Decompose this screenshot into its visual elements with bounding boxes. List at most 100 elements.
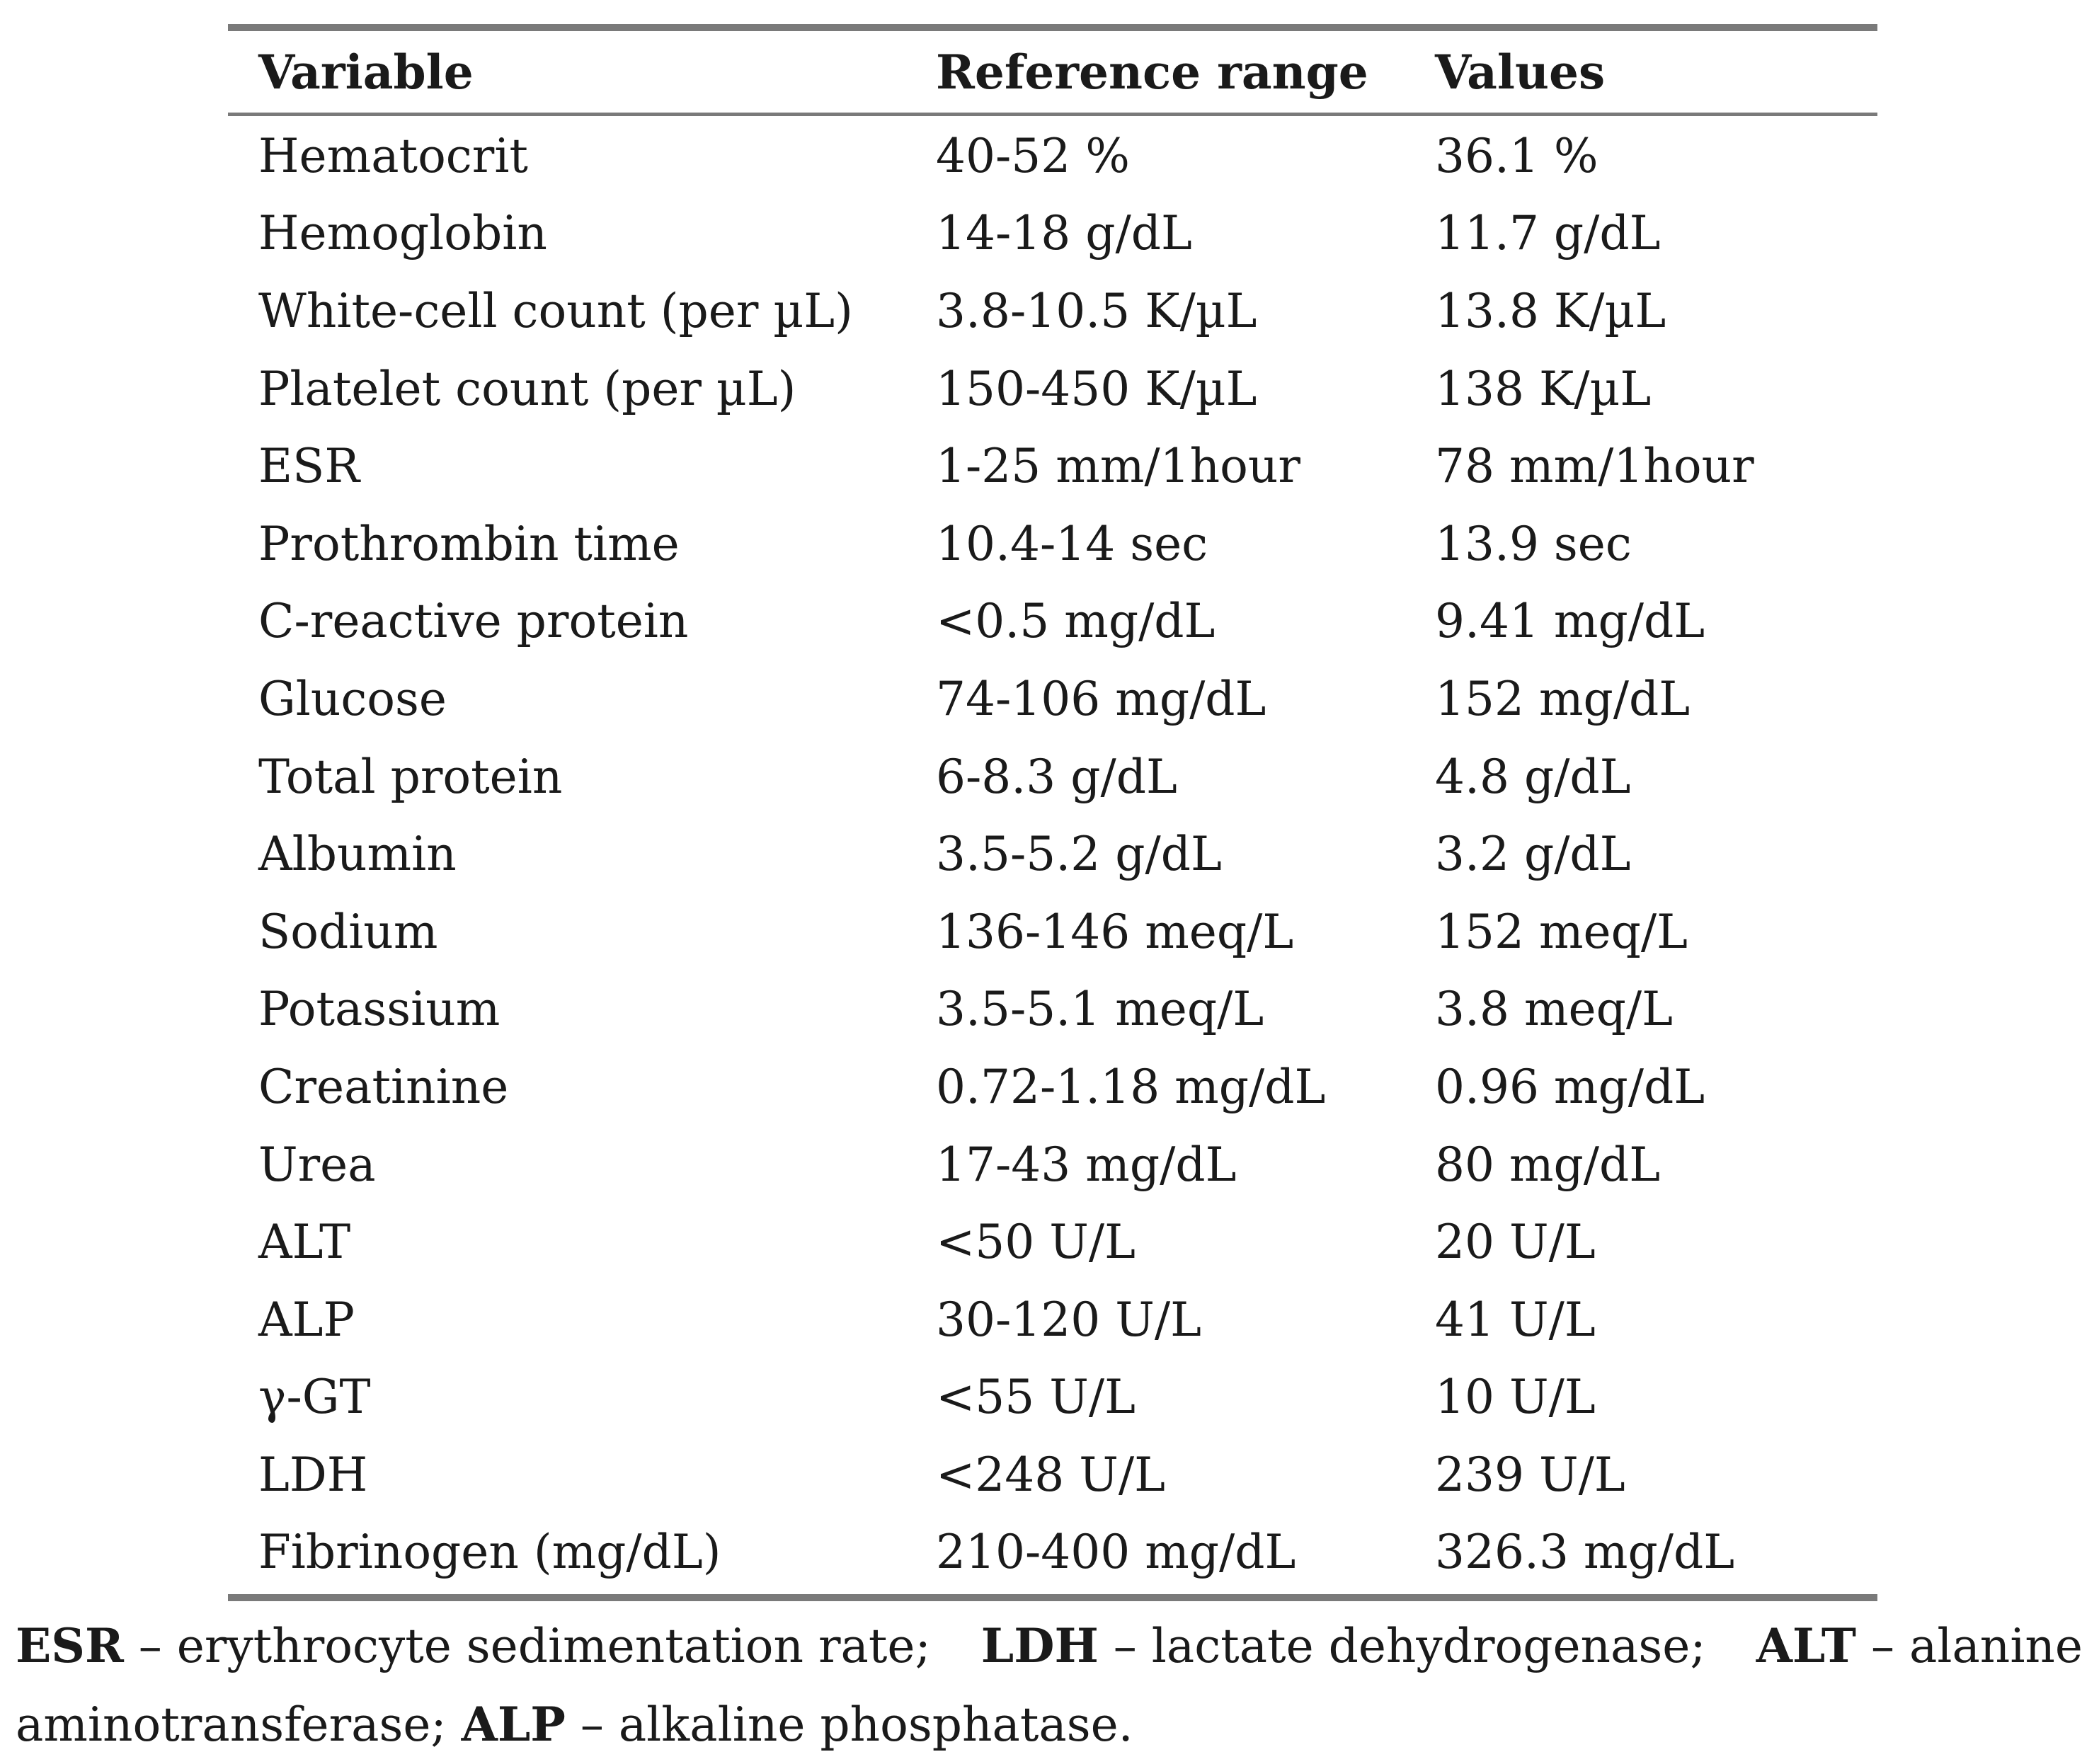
lab-results-table: Variable Reference range Values Hematocr… — [228, 24, 1877, 1602]
cell-reference-range: 1-25 mm/1hour — [936, 439, 1300, 494]
cell-value: 36.1 % — [1435, 128, 1598, 183]
cell-variable: Prothrombin time — [258, 516, 680, 571]
cell-value: 3.2 g/dL — [1435, 827, 1631, 882]
cell-reference-range: <50 U/L — [936, 1215, 1136, 1270]
cell-reference-range: <55 U/L — [936, 1370, 1136, 1425]
cell-variable: Creatinine — [258, 1059, 509, 1114]
footnote-definition: – alanine — [1856, 1619, 2083, 1673]
cell-value: 13.8 K/µL — [1435, 283, 1666, 338]
header-values: Values — [1435, 44, 1606, 100]
table-row: Glucose 74-106 mg/dL 152 mg/dL — [228, 660, 1877, 738]
table-row: Fibrinogen (mg/dL) 210-400 mg/dL 326.3 m… — [228, 1514, 1877, 1592]
cell-variable: Albumin — [258, 827, 457, 882]
footnote-line-2: aminotransferase; ALP – alkaline phospha… — [16, 1685, 2083, 1764]
table-header-row: Variable Reference range Values — [228, 31, 1877, 113]
table-row: White-cell count (per µL) 3.8-10.5 K/µL … — [228, 273, 1877, 350]
cell-value: 152 meq/L — [1435, 904, 1688, 959]
table-row: ALP 30-120 U/L 41 U/L — [228, 1281, 1877, 1359]
footnote-item-esr: ESR – erythrocyte sedimentation rate; — [16, 1607, 931, 1685]
table-row: LDH <248 U/L 239 U/L — [228, 1436, 1877, 1514]
table-row: C-reactive protein <0.5 mg/dL 9.41 mg/dL — [228, 583, 1877, 661]
table-footnote: ESR – erythrocyte sedimentation rate; LD… — [16, 1607, 2083, 1764]
table-top-rule — [228, 24, 1877, 31]
table-body: Hematocrit 40-52 % 36.1 % Hemoglobin 14-… — [228, 116, 1877, 1594]
cell-reference-range: 0.72-1.18 mg/dL — [936, 1059, 1326, 1114]
cell-value: 13.9 sec — [1435, 516, 1632, 571]
footnote-definition: – erythrocyte sedimentation rate; — [123, 1619, 931, 1673]
footnote-item-ldh: LDH – lactate dehydrogenase; — [981, 1607, 1706, 1685]
cell-variable: Urea — [258, 1137, 376, 1192]
cell-variable: Glucose — [258, 671, 447, 726]
cell-value: 138 K/µL — [1435, 361, 1652, 416]
header-variable: Variable — [258, 44, 474, 100]
table-row: ALT <50 U/L 20 U/L — [228, 1203, 1877, 1281]
cell-reference-range: 3.8-10.5 K/µL — [936, 283, 1257, 338]
table-row: ESR 1-25 mm/1hour 78 mm/1hour — [228, 428, 1877, 505]
table-row: Prothrombin time 10.4-14 sec 13.9 sec — [228, 505, 1877, 583]
table-header-rule — [228, 113, 1877, 116]
cell-variable: Potassium — [258, 982, 501, 1037]
header-reference-range: Reference range — [936, 44, 1368, 100]
table-row: Platelet count (per µL) 150-450 K/µL 138… — [228, 350, 1877, 428]
cell-value: 152 mg/dL — [1435, 671, 1691, 726]
cell-reference-range: 3.5-5.1 meq/L — [936, 982, 1264, 1037]
cell-variable: ESR — [258, 439, 360, 494]
cell-variable: Hemoglobin — [258, 206, 547, 261]
cell-reference-range: 3.5-5.2 g/dL — [936, 827, 1222, 882]
table-row: Total protein 6-8.3 g/dL 4.8 g/dL — [228, 738, 1877, 816]
table-bottom-rule — [228, 1594, 1877, 1602]
table-row: Urea 17-43 mg/dL 80 mg/dL — [228, 1126, 1877, 1204]
cell-variable: Total protein — [258, 749, 563, 804]
cell-value: 11.7 g/dL — [1435, 206, 1661, 261]
cell-reference-range: 30-120 U/L — [936, 1292, 1201, 1347]
cell-reference-range: 74-106 mg/dL — [936, 671, 1266, 726]
footnote-abbr: ALT — [1756, 1618, 1857, 1673]
cell-value: 326.3 mg/dL — [1435, 1525, 1735, 1580]
cell-reference-range: 17-43 mg/dL — [936, 1137, 1237, 1192]
cell-variable: Platelet count (per µL) — [258, 361, 796, 416]
footnote-line-1: ESR – erythrocyte sedimentation rate; LD… — [16, 1607, 2083, 1685]
table-row: Hemoglobin 14-18 g/dL 11.7 g/dL — [228, 195, 1877, 273]
cell-value: 0.96 mg/dL — [1435, 1059, 1705, 1114]
cell-value: 9.41 mg/dL — [1435, 594, 1705, 649]
table-row: Sodium 136-146 meq/L 152 meq/L — [228, 893, 1877, 971]
footnote-item-alt: ALT – alanine — [1756, 1607, 2083, 1685]
cell-variable: ALT — [258, 1215, 351, 1270]
table-row: Hematocrit 40-52 % 36.1 % — [228, 118, 1877, 195]
cell-variable: LDH — [258, 1447, 368, 1502]
cell-reference-range: <0.5 mg/dL — [936, 594, 1216, 649]
footnote-definition: – alkaline phosphatase. — [565, 1697, 1133, 1752]
cell-value: 239 U/L — [1435, 1447, 1625, 1502]
table-row: Potassium 3.5-5.1 meq/L 3.8 meq/L — [228, 971, 1877, 1049]
cell-variable: C-reactive protein — [258, 594, 689, 649]
cell-value: 78 mm/1hour — [1435, 439, 1754, 494]
cell-variable: White-cell count (per µL) — [258, 283, 853, 338]
table-row: γ-GT <55 U/L 10 U/L — [228, 1359, 1877, 1437]
cell-value: 41 U/L — [1435, 1292, 1596, 1347]
cell-variable: Fibrinogen (mg/dL) — [258, 1525, 721, 1580]
table-row: Albumin 3.5-5.2 g/dL 3.2 g/dL — [228, 815, 1877, 893]
cell-reference-range: 40-52 % — [936, 128, 1130, 183]
cell-variable: Sodium — [258, 904, 438, 959]
cell-reference-range: <248 U/L — [936, 1447, 1165, 1502]
cell-variable: Hematocrit — [258, 128, 528, 183]
table-row: Creatinine 0.72-1.18 mg/dL 0.96 mg/dL — [228, 1048, 1877, 1126]
footnote-abbr: ESR — [16, 1618, 124, 1673]
cell-reference-range: 210-400 mg/dL — [936, 1525, 1296, 1580]
footnote-abbr: LDH — [980, 1618, 1099, 1673]
cell-reference-range: 150-450 K/µL — [936, 361, 1257, 416]
cell-value: 80 mg/dL — [1435, 1137, 1661, 1192]
cell-value: 4.8 g/dL — [1435, 749, 1631, 804]
cell-value: 20 U/L — [1435, 1215, 1596, 1270]
cell-value: 10 U/L — [1435, 1370, 1596, 1425]
footnote-abbr: ALP — [461, 1697, 566, 1752]
cell-variable: γ-GT — [258, 1370, 371, 1425]
cell-reference-range: 10.4-14 sec — [936, 516, 1208, 571]
cell-variable: ALP — [258, 1292, 355, 1347]
footnote-continuation: aminotransferase; — [16, 1697, 462, 1752]
cell-value: 3.8 meq/L — [1435, 982, 1673, 1037]
footnote-definition: – lactate dehydrogenase; — [1098, 1619, 1706, 1673]
cell-reference-range: 14-18 g/dL — [936, 206, 1192, 261]
cell-reference-range: 136-146 meq/L — [936, 904, 1294, 959]
cell-reference-range: 6-8.3 g/dL — [936, 749, 1177, 804]
